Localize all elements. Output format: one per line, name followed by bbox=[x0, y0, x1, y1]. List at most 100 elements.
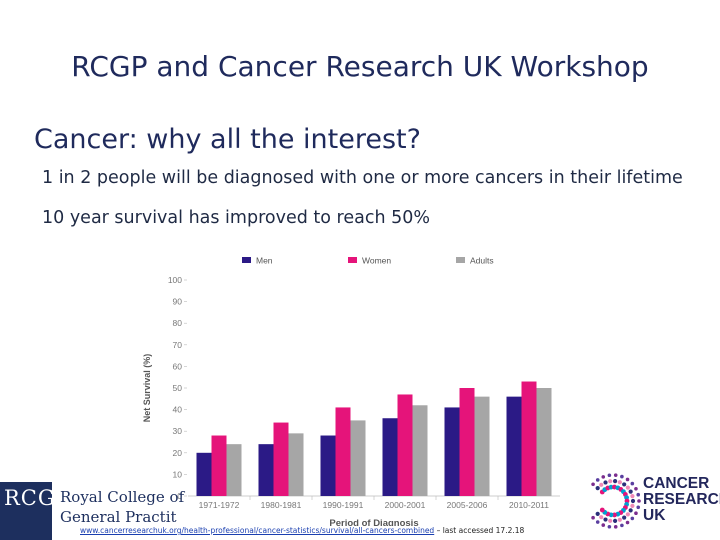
cruk-logo-dot bbox=[608, 484, 614, 490]
bar-adults bbox=[350, 420, 366, 496]
y-tick-label: 50 bbox=[173, 383, 183, 393]
bar-women bbox=[211, 435, 227, 496]
cruk-logo-dot bbox=[622, 515, 627, 520]
cruk-logo-dot bbox=[595, 511, 600, 516]
cruk-logo-dot bbox=[608, 518, 613, 523]
cruk-logo-dot bbox=[601, 475, 606, 479]
cruk-logo-dot bbox=[612, 512, 617, 518]
y-tick-label: 80 bbox=[173, 318, 183, 328]
x-tick-label: 1990-1991 bbox=[323, 500, 364, 510]
cruk-logo-icon bbox=[591, 473, 641, 529]
bar-adults bbox=[412, 405, 428, 496]
x-tick-label: 1971-1972 bbox=[199, 500, 240, 510]
bullet-lifetime-diagnosis: 1 in 2 people will be diagnosed with one… bbox=[42, 168, 683, 188]
rcgp-logo-text: RCGP bbox=[4, 486, 71, 510]
cruk-logo-dot bbox=[591, 515, 595, 520]
x-tick-label: 2000-2001 bbox=[385, 500, 426, 510]
legend-label-women: Women bbox=[362, 256, 391, 266]
rcgp-name-line2: General Practit bbox=[60, 508, 177, 526]
bar-men bbox=[382, 418, 398, 496]
bar-adults bbox=[288, 433, 304, 496]
cruk-logo-dot bbox=[591, 482, 595, 487]
cruk-logo-dot bbox=[634, 511, 638, 516]
cruk-logo-dot bbox=[595, 520, 600, 524]
legend-swatch-women bbox=[348, 257, 357, 263]
cruk-logo-dot bbox=[599, 515, 604, 520]
rcgp-logo-mark bbox=[0, 482, 52, 540]
bar-women bbox=[273, 422, 289, 496]
bar-women bbox=[521, 381, 537, 496]
cruk-logo-dot bbox=[625, 485, 630, 490]
bar-men bbox=[320, 435, 336, 496]
rcgp-logo-name: Royal College of General Practit bbox=[60, 487, 184, 527]
bar-men bbox=[196, 452, 212, 496]
cruk-logo-dot bbox=[620, 474, 624, 479]
bar-adults bbox=[536, 388, 552, 496]
cruk-logo-dot bbox=[634, 486, 638, 491]
slide-subtitle: Cancer: why all the interest? bbox=[34, 124, 421, 155]
cruk-logo-dot bbox=[608, 479, 613, 484]
cruk-logo-dot bbox=[637, 499, 641, 503]
cruk-logo-dot bbox=[625, 512, 630, 517]
x-tick-label: 1980-1981 bbox=[261, 500, 302, 510]
legend-label-men: Men bbox=[256, 256, 273, 266]
cruk-logo-dot bbox=[612, 479, 618, 484]
bar-adults bbox=[474, 396, 490, 496]
legend-swatch-men bbox=[242, 257, 251, 263]
cruk-logo-dot bbox=[625, 477, 630, 482]
y-tick-label: 70 bbox=[173, 340, 183, 350]
cruk-logo-dot bbox=[630, 516, 635, 521]
x-tick-label: 2010-2011 bbox=[509, 500, 549, 510]
cruk-logo-dot bbox=[625, 520, 630, 525]
bullet-survival: 10 year survival has improved to reach 5… bbox=[42, 208, 430, 228]
legend-swatch-adults bbox=[456, 257, 465, 263]
y-tick-label: 40 bbox=[173, 405, 183, 415]
cruk-line1: CANCER bbox=[643, 475, 710, 492]
bar-women bbox=[397, 394, 413, 496]
legend-label-adults: Adults bbox=[470, 256, 494, 266]
cruk-logo-text: CANCER RESEARCH UK bbox=[643, 476, 720, 524]
bar-men bbox=[444, 407, 460, 496]
cruk-logo-dot bbox=[599, 482, 604, 487]
cruk-logo-dot bbox=[617, 517, 622, 522]
survival-bar-chart: 0 10 20 30 40 50 60 70 80 90 100 Net Survival (%) 19… bbox=[142, 256, 560, 529]
cruk-logo-dot bbox=[636, 505, 641, 510]
bar-adults bbox=[226, 444, 242, 496]
cruk-line3: UK bbox=[643, 507, 666, 524]
y-tick-label: 60 bbox=[173, 361, 183, 371]
y-tick-label: 30 bbox=[173, 426, 183, 436]
x-axis-label: Period of Diagnosis bbox=[329, 518, 418, 529]
cruk-logo-dot bbox=[603, 480, 608, 485]
cruk-logo-dot bbox=[599, 507, 605, 513]
source-accessed: – last accessed 17.2.18 bbox=[434, 526, 525, 535]
slide-title: RCGP and Cancer Research UK Workshop bbox=[71, 50, 649, 83]
y-tick-label: 100 bbox=[168, 275, 182, 285]
bar-women bbox=[459, 388, 475, 496]
cruk-logo-dot bbox=[636, 492, 641, 497]
cruk-logo-dot bbox=[630, 494, 635, 499]
cruk-logo-dot bbox=[628, 508, 633, 513]
cruk-logo-dot bbox=[607, 524, 612, 529]
source-link[interactable]: www.cancerresearchuk.org/health-professi… bbox=[80, 526, 435, 535]
cruk-logo-dot bbox=[601, 523, 606, 527]
bar-men bbox=[258, 444, 274, 496]
cruk-logo-dot bbox=[628, 489, 633, 494]
cruk-logo-dot bbox=[620, 523, 624, 528]
cruk-logo-dot bbox=[630, 481, 635, 486]
cruk-logo-dot bbox=[612, 518, 618, 523]
x-tick-label: 2005-2006 bbox=[447, 500, 488, 510]
source-citation: www.cancerresearchuk.org/health-professi… bbox=[80, 526, 525, 535]
y-tick-label: 10 bbox=[173, 469, 183, 479]
cruk-logo-dot bbox=[617, 480, 622, 485]
cruk-logo-dot bbox=[607, 473, 612, 478]
y-tick-label: 90 bbox=[173, 297, 183, 307]
cruk-logo-dot bbox=[603, 517, 608, 522]
cruk-logo-dot bbox=[613, 473, 618, 477]
cruk-logo-dot bbox=[595, 486, 600, 491]
rcgp-name-line1: Royal College of bbox=[60, 488, 185, 506]
cruk-logo-dot bbox=[630, 503, 635, 508]
cruk-line2: RESEARCH bbox=[643, 491, 720, 508]
y-tick-label: 20 bbox=[173, 448, 183, 458]
cruk-logo-dot bbox=[595, 478, 600, 482]
y-axis-label: Net Survival (%) bbox=[142, 354, 152, 423]
